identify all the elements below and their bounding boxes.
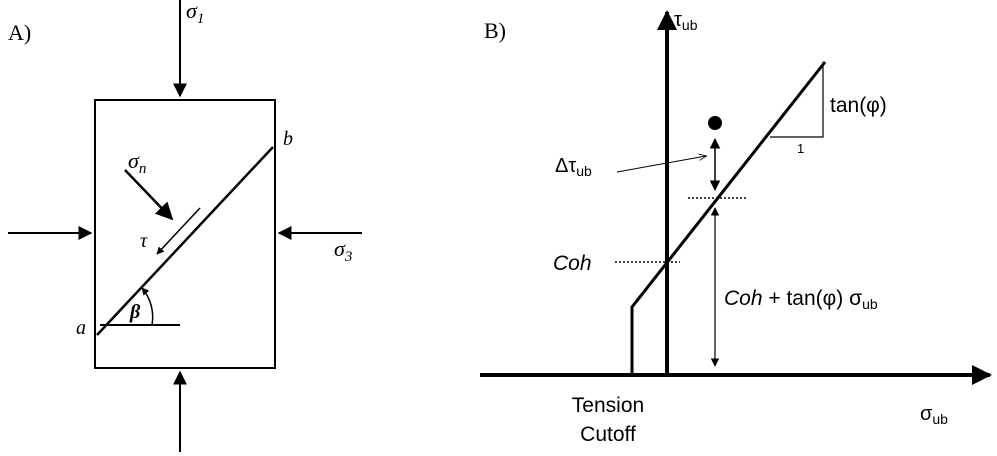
panel-label: B) — [484, 18, 506, 43]
slope-triangle — [770, 62, 824, 138]
strength-envelope — [630, 61, 827, 375]
label: Δτub — [555, 155, 592, 179]
arrow — [156, 207, 201, 255]
label: τ — [140, 230, 148, 252]
label: σn — [128, 148, 146, 177]
label: Tension — [572, 394, 644, 417]
label: 1 — [797, 141, 804, 156]
label: b — [283, 128, 293, 150]
specimen — [94, 99, 276, 369]
panel-label: A) — [8, 20, 31, 45]
label: τub — [674, 9, 698, 33]
label: a — [76, 317, 86, 339]
angle-arc — [141, 287, 154, 326]
arrow — [124, 169, 174, 221]
label: σub — [920, 403, 948, 427]
panel-a: A) σ1 b σn τ σ3 a β — [8, 0, 362, 452]
label: σ1 — [186, 0, 204, 27]
label: Coh + tan(φ) σub — [724, 287, 878, 312]
label: tan(φ) — [830, 94, 887, 117]
stress-point — [708, 116, 722, 130]
joint-plane — [96, 146, 274, 336]
label: Coh — [553, 252, 592, 275]
label: σ3 — [334, 236, 352, 265]
label: β — [129, 301, 141, 323]
panel-b: B) τub tan(φ) 1 Δτub Coh Coh + tan(φ) σu… — [480, 9, 992, 446]
label: Cutoff — [580, 423, 636, 446]
pointer — [616, 156, 706, 173]
